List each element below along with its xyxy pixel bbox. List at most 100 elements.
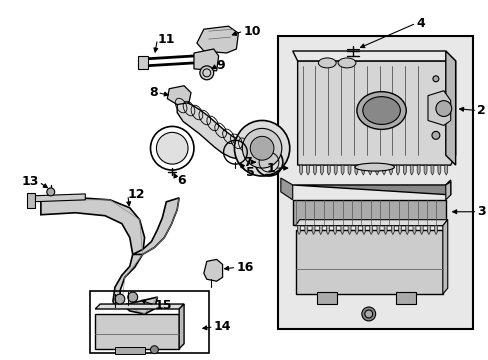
Ellipse shape [362,96,400,125]
Polygon shape [317,292,336,304]
Polygon shape [427,226,429,235]
Circle shape [115,294,124,304]
Polygon shape [292,180,450,195]
Text: 1: 1 [265,162,274,175]
Polygon shape [390,226,393,235]
Polygon shape [138,56,147,69]
Text: 6: 6 [177,174,185,186]
Polygon shape [297,61,455,165]
Polygon shape [430,165,433,175]
Polygon shape [177,99,253,161]
Polygon shape [295,230,442,294]
Polygon shape [194,49,218,71]
Bar [90,291,208,353]
Polygon shape [434,226,437,235]
Polygon shape [306,165,309,175]
Polygon shape [354,165,357,175]
Polygon shape [326,226,329,235]
Text: 10: 10 [243,24,260,38]
Polygon shape [333,165,336,175]
Ellipse shape [356,92,406,129]
Polygon shape [292,51,455,61]
Polygon shape [280,178,292,200]
Bar [277,36,472,329]
Polygon shape [361,165,364,175]
Polygon shape [41,198,157,314]
Polygon shape [442,220,447,294]
Text: 8: 8 [148,86,157,99]
Polygon shape [444,165,447,175]
Polygon shape [299,165,302,175]
Polygon shape [326,165,329,175]
Polygon shape [311,226,314,235]
Circle shape [364,310,372,318]
Polygon shape [313,165,316,175]
Polygon shape [179,304,183,349]
Polygon shape [95,304,183,309]
Polygon shape [375,165,378,175]
Polygon shape [396,292,415,304]
Text: 11: 11 [157,33,175,46]
Text: 9: 9 [216,59,225,72]
Circle shape [156,132,188,164]
Polygon shape [31,194,85,202]
Polygon shape [412,226,415,235]
Circle shape [47,188,55,196]
Text: 13: 13 [21,175,39,189]
Circle shape [242,129,281,168]
Circle shape [431,131,439,139]
Circle shape [150,346,158,354]
Circle shape [127,292,138,302]
Polygon shape [347,165,350,175]
Polygon shape [115,347,144,354]
Text: 2: 2 [476,104,485,117]
Polygon shape [197,26,238,53]
Polygon shape [167,86,191,105]
Text: 14: 14 [213,320,231,333]
Polygon shape [319,226,322,235]
Ellipse shape [337,58,355,68]
Polygon shape [95,314,179,349]
Polygon shape [419,226,422,235]
Polygon shape [27,193,35,208]
Circle shape [250,136,273,160]
Polygon shape [362,226,365,235]
Polygon shape [297,226,300,235]
Polygon shape [368,165,371,175]
Circle shape [432,76,438,82]
Polygon shape [320,165,323,175]
Polygon shape [295,220,447,226]
Polygon shape [405,226,408,235]
Text: 7: 7 [243,156,252,168]
Polygon shape [445,51,455,165]
Text: 16: 16 [236,261,253,274]
Text: 3: 3 [476,205,485,218]
Polygon shape [396,165,399,175]
Polygon shape [388,165,392,175]
Circle shape [361,307,375,321]
Circle shape [435,100,451,117]
Polygon shape [445,182,450,200]
Text: 5: 5 [246,166,255,179]
Polygon shape [423,165,426,175]
Polygon shape [369,226,372,235]
Text: 15: 15 [154,298,172,311]
Polygon shape [437,165,440,175]
Polygon shape [203,260,222,281]
Circle shape [234,121,289,176]
Text: 4: 4 [415,17,424,30]
Polygon shape [384,226,386,235]
Text: 12: 12 [127,188,145,201]
Polygon shape [382,165,385,175]
Polygon shape [292,200,445,225]
Circle shape [200,66,213,80]
Polygon shape [340,226,343,235]
Polygon shape [409,165,412,175]
Polygon shape [347,226,350,235]
Polygon shape [398,226,401,235]
Ellipse shape [318,58,335,68]
Polygon shape [333,226,336,235]
Polygon shape [132,198,179,255]
Polygon shape [341,165,344,175]
Polygon shape [304,226,307,235]
